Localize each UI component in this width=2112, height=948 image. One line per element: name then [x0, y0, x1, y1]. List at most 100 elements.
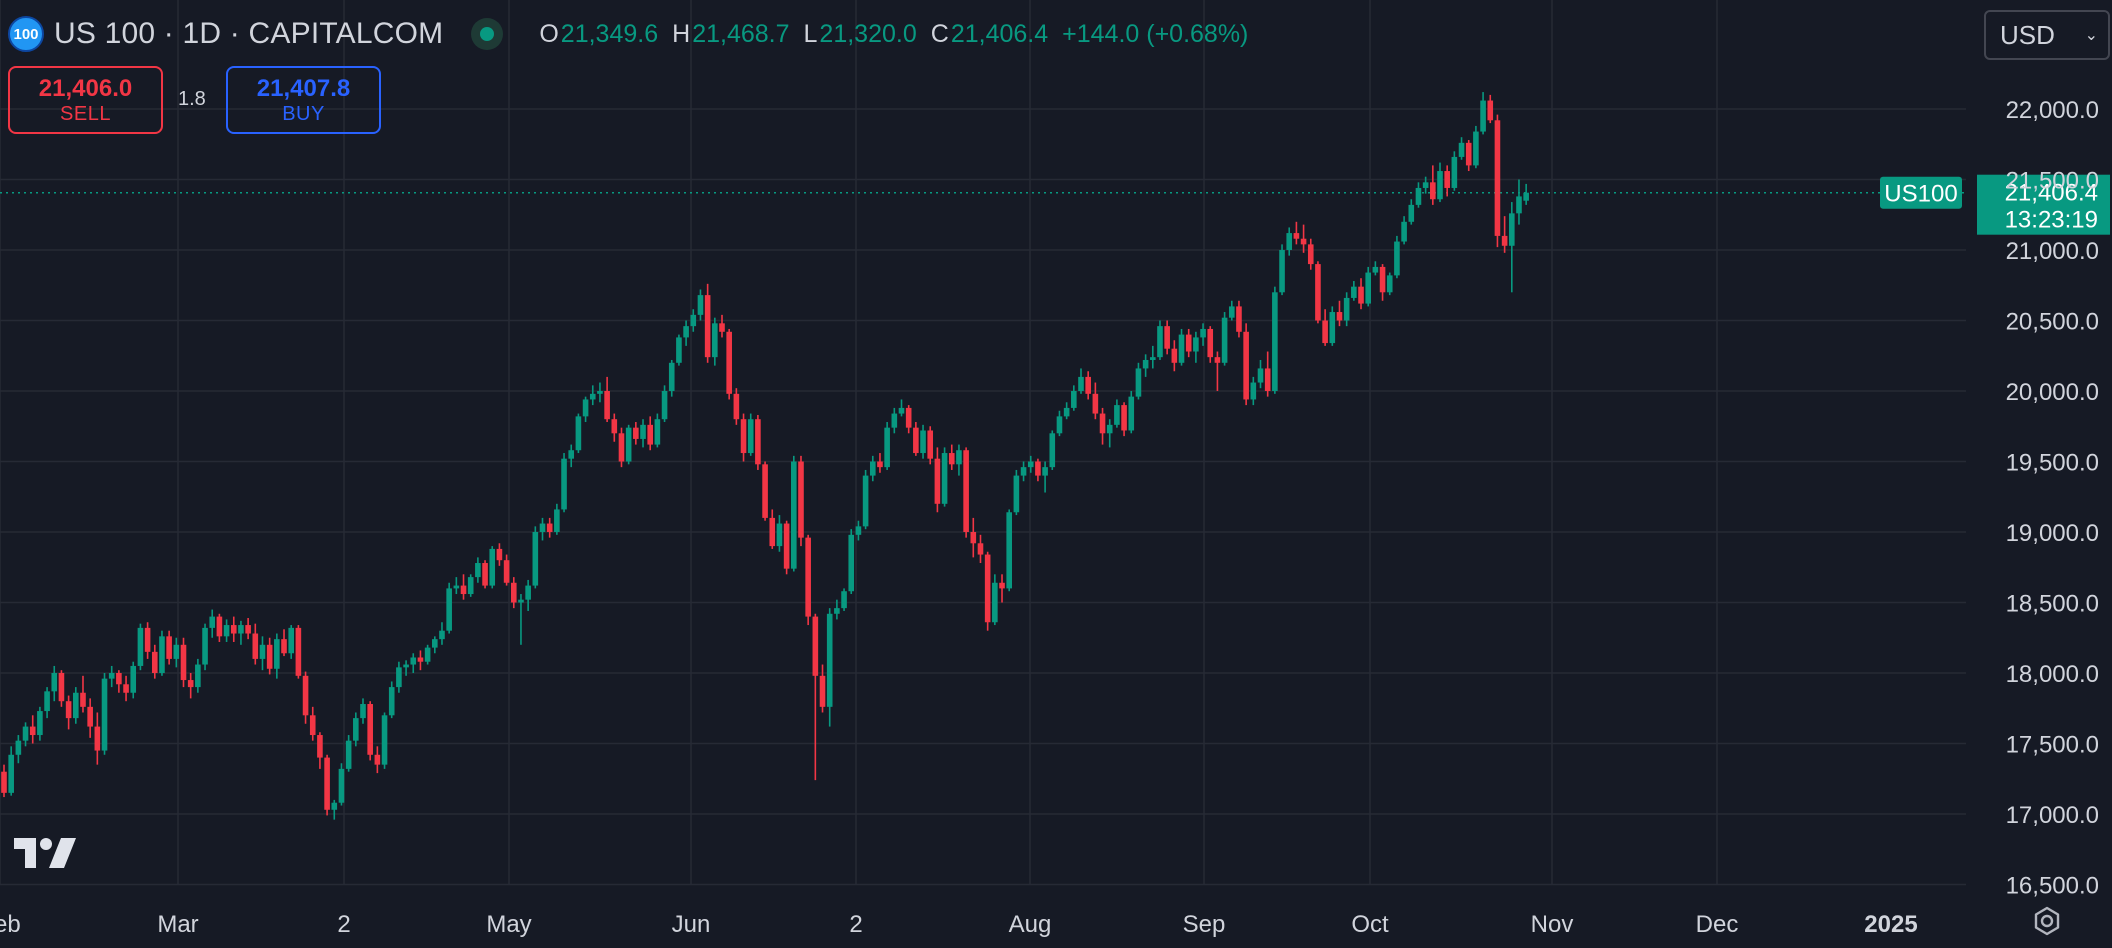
candle-up[interactable] [1415, 182, 1422, 208]
candle-down[interactable] [374, 746, 381, 774]
candle-up[interactable] [568, 444, 575, 468]
candle-down[interactable] [755, 414, 761, 470]
candle-down[interactable] [1444, 165, 1450, 197]
candle-down[interactable] [65, 695, 72, 730]
candle-up[interactable] [1142, 354, 1149, 377]
candle-up[interactable] [791, 455, 797, 572]
candle-up[interactable] [51, 665, 58, 702]
candle-down[interactable] [245, 618, 251, 640]
candle-up[interactable] [1401, 216, 1407, 245]
candle-up[interactable] [101, 673, 108, 755]
candle-down[interactable] [999, 574, 1005, 603]
candle-up[interactable] [1509, 202, 1515, 293]
candle-up[interactable] [209, 609, 216, 638]
candle-down[interactable] [733, 388, 740, 425]
tradingview-logo-icon[interactable] [14, 836, 78, 870]
candle-up[interactable] [274, 633, 280, 679]
candle-down[interactable] [769, 509, 776, 549]
candle-up[interactable] [1221, 312, 1228, 366]
candle-up[interactable] [539, 517, 546, 541]
candle-up[interactable] [848, 529, 855, 595]
candle-up[interactable] [1523, 183, 1529, 205]
candle-down[interactable] [927, 426, 934, 465]
candle-down[interactable] [1293, 221, 1300, 245]
candle-down[interactable] [1099, 407, 1106, 445]
candle-up[interactable] [575, 413, 582, 454]
candle-up[interactable] [661, 385, 668, 423]
candle-down[interactable] [963, 447, 969, 538]
candle-up[interactable] [869, 455, 876, 482]
candle-up[interactable] [582, 396, 589, 423]
candle-up[interactable] [15, 735, 22, 764]
candle-down[interactable] [29, 715, 36, 744]
candle-up[interactable] [1078, 368, 1084, 394]
candle-down[interactable] [1264, 351, 1271, 397]
candle-down[interactable] [704, 283, 711, 363]
candle-up[interactable] [1114, 399, 1120, 428]
candle-down[interactable] [230, 616, 237, 642]
candle-down[interactable] [1307, 238, 1314, 270]
candle-up[interactable] [1071, 385, 1077, 411]
symbol-title[interactable]: US 100 · 1D · CAPITALCOM [54, 17, 444, 50]
candle-up[interactable] [668, 359, 675, 397]
candle-up[interactable] [1408, 199, 1415, 225]
candle-down[interactable] [740, 413, 747, 462]
candle-down[interactable] [166, 630, 172, 665]
candle-up[interactable] [202, 623, 208, 671]
candle-up[interactable] [137, 623, 144, 671]
candle-up[interactable] [1250, 376, 1257, 406]
candle-down[interactable] [151, 644, 158, 679]
candle-up[interactable] [475, 557, 481, 583]
candle-down[interactable] [1487, 94, 1494, 124]
candle-up[interactable] [1049, 430, 1056, 470]
candle-up[interactable] [690, 309, 697, 332]
candle-up[interactable] [1279, 244, 1285, 296]
settings-gear-icon[interactable] [2032, 906, 2062, 936]
candle-down[interactable] [647, 416, 653, 451]
candle-up[interactable] [640, 419, 646, 448]
candle-up[interactable] [855, 520, 862, 541]
candle-down[interactable] [417, 650, 424, 671]
candle-down[interactable] [324, 754, 330, 816]
candle-up[interactable] [1027, 455, 1034, 473]
candle-up[interactable] [683, 320, 689, 346]
candle-up[interactable] [1351, 281, 1357, 301]
candle-up[interactable] [1343, 292, 1350, 327]
candle-down[interactable] [948, 444, 955, 470]
buy-button[interactable]: 21,407.8 BUY [226, 66, 381, 134]
candle-up[interactable] [453, 577, 460, 595]
candle-down[interactable] [1, 764, 7, 798]
candle-down[interactable] [1322, 309, 1328, 346]
candle-up[interactable] [403, 660, 409, 676]
candle-up[interactable] [1372, 261, 1379, 276]
candle-down[interactable] [266, 637, 273, 675]
candle-down[interactable] [1494, 114, 1501, 248]
candle-up[interactable] [195, 658, 201, 693]
candle-down[interactable] [1236, 300, 1242, 338]
candle-up[interactable] [1193, 331, 1199, 363]
candle-up[interactable] [676, 334, 682, 366]
candle-down[interactable] [819, 664, 826, 713]
candle-up[interactable] [173, 637, 180, 668]
candle-up[interactable] [1386, 272, 1393, 296]
candle-up[interactable] [1020, 461, 1027, 482]
candle-down[interactable] [1121, 402, 1127, 437]
candle-up[interactable] [1437, 162, 1443, 203]
candle-up[interactable] [841, 588, 847, 611]
candle-up[interactable] [22, 722, 29, 747]
candle-up[interactable] [1178, 328, 1185, 366]
candle-down[interactable] [187, 673, 194, 699]
candle-up[interactable] [697, 289, 704, 321]
candle-up[interactable] [331, 799, 338, 820]
candle-down[interactable] [482, 560, 488, 589]
candle-up[interactable] [130, 661, 137, 699]
candle-up[interactable] [360, 698, 366, 724]
candle-up[interactable] [891, 407, 898, 434]
candle-down[interactable] [913, 422, 919, 456]
candle-down[interactable] [1171, 340, 1178, 372]
candle-up[interactable] [489, 546, 496, 589]
candle-up[interactable] [1451, 151, 1458, 191]
candle-down[interactable] [281, 629, 287, 657]
candle-up[interactable] [597, 382, 603, 403]
candle-up[interactable] [388, 681, 395, 719]
